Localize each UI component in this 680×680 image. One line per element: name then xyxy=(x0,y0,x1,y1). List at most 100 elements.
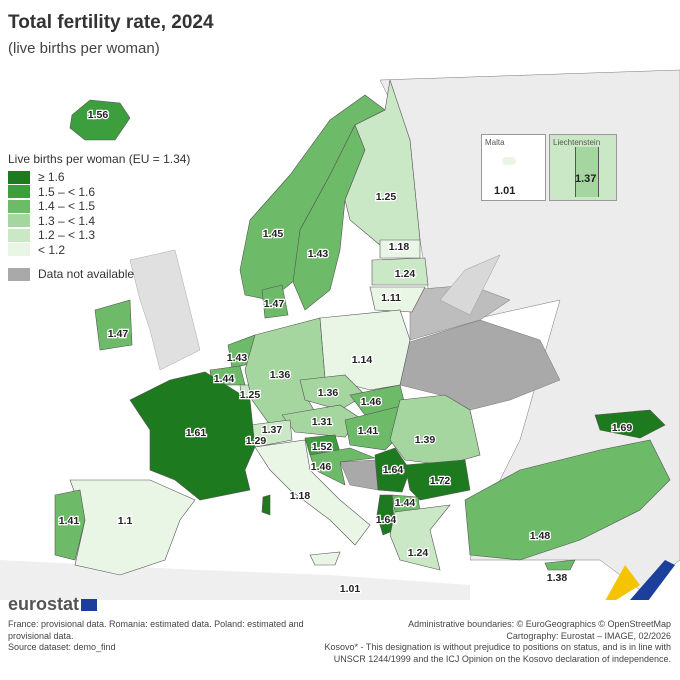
eurostat-logo: eurostat xyxy=(8,594,98,615)
legend-item: < 1.2 xyxy=(8,243,190,258)
country-bulgaria xyxy=(404,459,471,501)
label-romania: 1.39 xyxy=(415,434,436,446)
country-sicily xyxy=(309,551,341,566)
country-latvia xyxy=(371,257,429,286)
label-lithuania: 1.11 xyxy=(381,292,401,304)
legend-label: ≥ 1.6 xyxy=(38,170,65,185)
country-iceland xyxy=(69,99,131,141)
notes-text: France: provisional data. Romania: estim… xyxy=(8,619,304,641)
inset-malta: Malta 1.01 xyxy=(481,134,546,201)
label-north-macedonia: 1.44 xyxy=(395,497,416,509)
label-switzerland: 1.37 xyxy=(262,424,283,436)
country-lithuania xyxy=(369,286,426,313)
footer-notes: France: provisional data. Romania: estim… xyxy=(8,619,328,654)
label-malta: 1.01 xyxy=(340,583,361,595)
country-russia xyxy=(439,254,501,316)
label-bulgaria: 1.72 xyxy=(430,475,451,487)
label-france: 1.61 xyxy=(186,427,207,439)
legend-label: 1.3 – < 1.4 xyxy=(38,213,96,228)
label-greece: 1.24 xyxy=(408,547,429,559)
label-albania: 1.64 xyxy=(376,514,397,526)
legend-title: Live births per woman (EU = 1.34) xyxy=(8,152,191,166)
country-denmark xyxy=(261,284,289,319)
logo-text: eurostat xyxy=(8,594,80,614)
legend-item: 1.5 – < 1.6 xyxy=(8,185,190,200)
label-georgia: 1.69 xyxy=(612,422,633,434)
label-spain: 1.1 xyxy=(118,515,133,527)
legend-item: ≥ 1.6 xyxy=(8,170,190,185)
label-ireland: 1.47 xyxy=(108,328,129,340)
country-italy xyxy=(254,439,371,546)
label-finland: 1.25 xyxy=(376,191,397,203)
boundaries-text: Administrative boundaries: © EuroGeograp… xyxy=(408,619,671,629)
cartography-text: Cartography: Eurostat – IMAGE, 02/2026 xyxy=(506,630,671,641)
label-serbia: 1.64 xyxy=(383,464,404,476)
label-austria: 1.31 xyxy=(312,416,333,428)
legend: Live births per woman (EU = 1.34) ≥ 1.6 1… xyxy=(8,152,190,282)
legend-swatch xyxy=(8,267,30,281)
source-text: Source dataset: demo_find xyxy=(8,642,116,652)
label-czechia: 1.36 xyxy=(318,387,339,399)
country-ireland xyxy=(94,299,133,351)
legend-label: Data not available xyxy=(38,267,135,282)
footer-credits: Administrative boundaries: © EuroGeograp… xyxy=(311,619,671,665)
legend-label: 1.2 – < 1.3 xyxy=(38,228,96,243)
label-switzerland-west: 1.29 xyxy=(246,435,267,447)
decorative-ribbon-yellow xyxy=(605,565,640,600)
label-iceland: 1.56 xyxy=(88,109,109,121)
legend-label: 1.5 – < 1.6 xyxy=(38,184,96,199)
legend-item-na: Data not available xyxy=(8,267,190,282)
label-portugal: 1.41 xyxy=(59,515,80,527)
liechtenstein-shape xyxy=(575,147,599,197)
country-corsica xyxy=(261,494,271,516)
country-portugal xyxy=(54,489,86,561)
country-spain xyxy=(69,479,196,576)
country-greece xyxy=(389,504,451,571)
legend-swatch xyxy=(8,228,30,242)
inset-malta-title: Malta xyxy=(485,138,505,147)
legend-item: 1.2 – < 1.3 xyxy=(8,228,190,243)
country-ukraine xyxy=(399,319,561,411)
label-luxembourg: 1.25 xyxy=(240,389,261,401)
country-georgia xyxy=(594,409,666,439)
map-subtitle: (live births per woman) xyxy=(8,40,160,57)
label-poland: 1.14 xyxy=(352,354,373,366)
label-netherlands: 1.43 xyxy=(227,352,248,364)
label-slovenia: 1.52 xyxy=(312,441,333,453)
label-sweden: 1.43 xyxy=(308,248,329,260)
legend-swatch xyxy=(8,214,30,228)
label-germany: 1.36 xyxy=(270,369,291,381)
inset-liechtenstein: Liechtenstein 1.37 xyxy=(549,134,617,201)
inset-malta-value: 1.01 xyxy=(494,185,516,197)
label-cyprus: 1.38 xyxy=(547,572,568,584)
country-czechia xyxy=(299,374,366,411)
label-denmark: 1.47 xyxy=(264,298,285,310)
inset-liechtenstein-value: 1.37 xyxy=(575,173,597,185)
malta-shape xyxy=(502,157,516,165)
map-title: Total fertility rate, 2024 xyxy=(8,12,214,33)
label-belgium: 1.44 xyxy=(214,373,235,385)
country-sweden xyxy=(292,124,366,311)
country-croatia xyxy=(309,447,376,486)
country-cyprus xyxy=(544,559,576,571)
kosovo-text: Kosovo* - This designation is without pr… xyxy=(324,642,671,664)
country-france xyxy=(129,371,256,501)
label-slovakia: 1.46 xyxy=(361,396,382,408)
label-croatia: 1.46 xyxy=(311,461,332,473)
label-italy: 1.18 xyxy=(290,490,311,502)
label-latvia: 1.24 xyxy=(395,268,416,280)
legend-swatch xyxy=(8,185,30,199)
label-estonia: 1.18 xyxy=(389,241,410,253)
country-albania xyxy=(376,494,396,536)
inset-liechtenstein-title: Liechtenstein xyxy=(553,138,601,147)
legend-label: 1.4 – < 1.5 xyxy=(38,199,96,214)
eu-flag-icon xyxy=(81,598,98,611)
legend-item: 1.4 – < 1.5 xyxy=(8,199,190,214)
legend-swatch xyxy=(8,199,30,213)
label-turkiye: 1.48 xyxy=(530,530,551,542)
legend-swatch xyxy=(8,170,30,184)
country-serbia xyxy=(374,447,411,493)
label-hungary: 1.41 xyxy=(358,425,379,437)
decorative-ribbon-blue xyxy=(630,560,675,600)
